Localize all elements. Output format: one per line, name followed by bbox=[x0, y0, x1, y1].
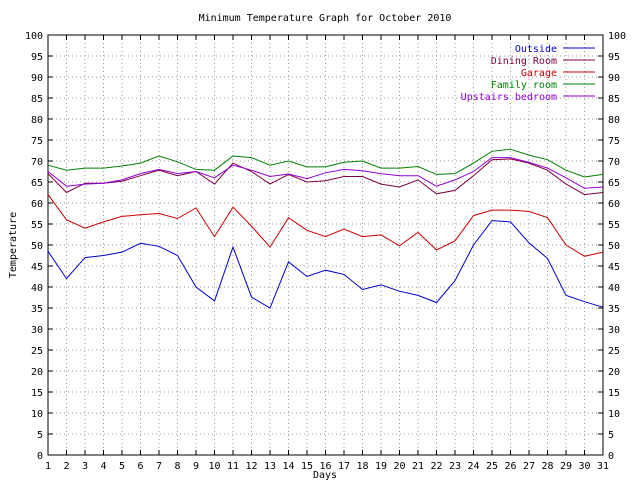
y-tick-label-left: 60 bbox=[31, 199, 43, 210]
legend-label: Outside bbox=[515, 44, 557, 55]
y-tick-label-right: 0 bbox=[608, 451, 614, 462]
series-lines bbox=[47, 148, 604, 309]
legend-label: Upstairs bedroom bbox=[461, 92, 557, 103]
y-axis-label: Temperature bbox=[8, 212, 19, 278]
x-tick-label: 7 bbox=[156, 461, 162, 472]
x-tick-label: 9 bbox=[193, 461, 199, 472]
x-tick-label: 26 bbox=[504, 461, 516, 472]
y-tick-label-right: 40 bbox=[608, 283, 620, 294]
y-tick-label-left: 55 bbox=[31, 220, 43, 231]
series-line-family-room bbox=[47, 148, 604, 178]
y-tick-label-left: 20 bbox=[31, 367, 43, 378]
y-tick-label-left: 80 bbox=[31, 115, 43, 126]
y-tick-label-left: 85 bbox=[31, 94, 43, 105]
x-tick-label: 5 bbox=[119, 461, 125, 472]
x-tick-label: 3 bbox=[82, 461, 88, 472]
y-tick-label-left: 5 bbox=[37, 430, 43, 441]
x-tick-label: 1 bbox=[45, 461, 51, 472]
series-line-garage bbox=[47, 194, 604, 257]
y-tick-label-left: 30 bbox=[31, 325, 43, 336]
y-tick-label-left: 65 bbox=[31, 178, 43, 189]
series-line-dining-room bbox=[47, 158, 604, 196]
y-tick-label-left: 50 bbox=[31, 241, 43, 252]
x-tick-label: 13 bbox=[264, 461, 276, 472]
legend-label: Family room bbox=[491, 80, 557, 91]
x-tick-label: 30 bbox=[578, 461, 590, 472]
x-tick-label: 2 bbox=[63, 461, 69, 472]
y-tick-label-left: 100 bbox=[25, 31, 43, 42]
y-tick-label-right: 100 bbox=[608, 31, 626, 42]
x-tick-label: 27 bbox=[523, 461, 535, 472]
y-tick-label-left: 70 bbox=[31, 157, 43, 168]
y-tick-label-right: 35 bbox=[608, 304, 620, 315]
legend-label: Garage bbox=[521, 68, 557, 79]
x-tick-label: 16 bbox=[319, 461, 331, 472]
x-tick-label: 25 bbox=[486, 461, 498, 472]
y-tick-label-left: 0 bbox=[37, 451, 43, 462]
y-tick-label-right: 5 bbox=[608, 430, 614, 441]
x-tick-label: 29 bbox=[560, 461, 572, 472]
y-tick-label-right: 15 bbox=[608, 388, 620, 399]
y-tick-label-right: 50 bbox=[608, 241, 620, 252]
x-tick-label: 23 bbox=[449, 461, 461, 472]
y-tick-label-left: 10 bbox=[31, 409, 43, 420]
y-tick-label-right: 90 bbox=[608, 73, 620, 84]
x-axis-label: Days bbox=[313, 470, 337, 480]
x-tick-label: 20 bbox=[393, 461, 405, 472]
y-tick-label-right: 60 bbox=[608, 199, 620, 210]
y-tick-label-right: 10 bbox=[608, 409, 620, 420]
x-tick-label: 18 bbox=[356, 461, 368, 472]
x-tick-label: 21 bbox=[412, 461, 424, 472]
x-tick-label: 22 bbox=[430, 461, 442, 472]
y-tick-label-right: 75 bbox=[608, 136, 620, 147]
y-tick-label-right: 95 bbox=[608, 52, 620, 63]
plot-frame bbox=[47, 34, 604, 456]
x-tick-label: 17 bbox=[338, 461, 350, 472]
y-tick-label-left: 45 bbox=[31, 262, 43, 273]
y-tick-label-left: 40 bbox=[31, 283, 43, 294]
y-tick-label-right: 85 bbox=[608, 94, 620, 105]
y-tick-label-right: 30 bbox=[608, 325, 620, 336]
chart-title: Minimum Temperature Graph for October 20… bbox=[199, 13, 452, 24]
grid-lines bbox=[48, 35, 603, 455]
y-tick-label-left: 35 bbox=[31, 304, 43, 315]
y-tick-label-left: 15 bbox=[31, 388, 43, 399]
x-tick-label: 14 bbox=[282, 461, 294, 472]
x-tick-label: 31 bbox=[597, 461, 609, 472]
y-tick-label-right: 20 bbox=[608, 367, 620, 378]
x-tick-label: 19 bbox=[375, 461, 387, 472]
series-line-upstairs-bedroom bbox=[47, 157, 604, 189]
series-line-outside bbox=[47, 220, 604, 309]
y-tick-label-right: 45 bbox=[608, 262, 620, 273]
y-tick-label-left: 75 bbox=[31, 136, 43, 147]
y-tick-label-right: 25 bbox=[608, 346, 620, 357]
y-tick-label-right: 55 bbox=[608, 220, 620, 231]
y-tick-label-left: 95 bbox=[31, 52, 43, 63]
y-tick-label-left: 90 bbox=[31, 73, 43, 84]
x-tick-label: 15 bbox=[301, 461, 313, 472]
x-tick-label: 10 bbox=[208, 461, 220, 472]
x-tick-label: 6 bbox=[137, 461, 143, 472]
legend-label: Dining Room bbox=[491, 56, 557, 67]
x-tick-label: 11 bbox=[227, 461, 239, 472]
x-tick-label: 8 bbox=[174, 461, 180, 472]
x-tick-label: 4 bbox=[100, 461, 106, 472]
x-tick-label: 24 bbox=[467, 461, 479, 472]
y-tick-label-right: 65 bbox=[608, 178, 620, 189]
y-tick-label-right: 70 bbox=[608, 157, 620, 168]
y-tick-label-right: 80 bbox=[608, 115, 620, 126]
x-tick-label: 12 bbox=[245, 461, 257, 472]
x-tick-label: 28 bbox=[541, 461, 553, 472]
y-tick-label-left: 25 bbox=[31, 346, 43, 357]
